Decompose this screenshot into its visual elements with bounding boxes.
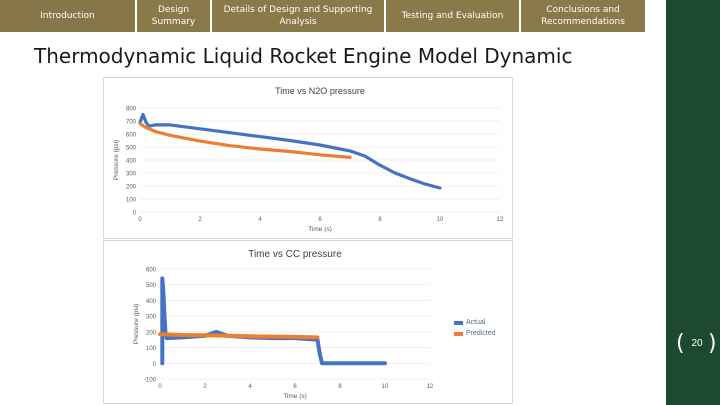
x-tick-label: 6 (318, 217, 322, 223)
chart-title: Time vs N2O pressure (275, 86, 365, 96)
x-tick-label: 8 (378, 217, 382, 223)
y-tick-label: 100 (146, 346, 157, 352)
series-line-2 (138, 121, 352, 160)
x-tick-label: 10 (437, 217, 444, 223)
y-tick-label: 400 (146, 299, 157, 305)
y-tick-label: 200 (146, 330, 157, 336)
section-nav: Introduction Design Summary Details of D… (0, 0, 645, 32)
y-tick-label: 0 (133, 211, 137, 217)
x-tick-label: 6 (293, 384, 297, 390)
x-axis-label: Time (s) (283, 393, 307, 400)
chart-legend: Actual Predicted (454, 319, 496, 341)
x-tick-label: 10 (382, 384, 389, 390)
y-tick-label: 400 (126, 159, 137, 165)
nav-tab-conclusions[interactable]: Conclusions and Recommendations (521, 0, 645, 32)
nav-tab-testing-and-evaluation[interactable]: Testing and Evaluation (386, 0, 519, 32)
y-tick-label: 300 (146, 315, 157, 321)
page-number: 20 (691, 338, 703, 349)
cc-pressure-chart: Time vs CC pressure -100 0 100 200 300 400 500 6… (103, 240, 513, 404)
y-tick-label: 600 (126, 133, 137, 139)
y-tick-label: -100 (144, 378, 157, 384)
chart-title: Time vs CC pressure (248, 249, 342, 260)
y-tick-label: 700 (126, 120, 137, 126)
slide-title: Thermodynamic Liquid Rocket Engine Model… (34, 44, 573, 68)
x-tick-label: 12 (427, 384, 434, 390)
series-line-1 (138, 112, 442, 190)
x-tick-label: 0 (158, 384, 162, 390)
y-tick-label: 0 (153, 362, 157, 368)
legend-item-actual: Actual (454, 319, 496, 326)
series-line-1 (160, 276, 387, 366)
series-line-2 (158, 332, 320, 340)
x-tick-label: 4 (258, 217, 262, 223)
legend-label-actual: Actual (466, 319, 486, 326)
x-tick-label: 12 (497, 217, 504, 223)
y-tick-label: 300 (126, 172, 137, 178)
y-tick-label: 100 (126, 198, 137, 204)
y-tick-label: 600 (146, 268, 157, 274)
legend-swatch-predicted (454, 331, 463, 336)
nav-tab-introduction[interactable]: Introduction (0, 0, 135, 32)
page-number-box: ( 20 ) (676, 332, 718, 358)
x-tick-label: 8 (338, 384, 342, 390)
n2o-pressure-chart-svg: Time vs N2O pressure01002003004005006007… (113, 86, 504, 233)
x-axis-label: Time (s) (308, 226, 332, 233)
x-tick-label: 4 (248, 384, 252, 390)
y-tick-label: 200 (126, 185, 137, 191)
x-tick-label: 2 (198, 217, 202, 223)
x-tick-label: 2 (203, 384, 207, 390)
legend-item-predicted: Predicted (454, 330, 496, 337)
y-axis-label: Pressure (psi) (133, 304, 140, 344)
right-bracket-icon: ) (708, 331, 717, 356)
n2o-pressure-chart: Time vs N2O pressure 0 100 200 300 400 500 600 7… (103, 77, 513, 239)
y-tick-label: 500 (126, 146, 137, 152)
y-axis-label: Pressure (psi) (113, 140, 120, 180)
y-tick-label: 800 (126, 107, 137, 113)
legend-swatch-actual (454, 320, 463, 325)
legend-label-predicted: Predicted (466, 330, 496, 337)
cc-pressure-chart-svg: Time vs CC pressure-10001002003004005006… (133, 249, 434, 400)
left-bracket-icon: ( (676, 331, 685, 356)
side-band (666, 0, 720, 405)
nav-tab-design-summary[interactable]: Design Summary (137, 0, 210, 32)
x-tick-label: 0 (138, 217, 142, 223)
nav-tab-details-of-design[interactable]: Details of Design and Supporting Analysi… (212, 0, 384, 32)
y-tick-label: 500 (146, 283, 157, 289)
